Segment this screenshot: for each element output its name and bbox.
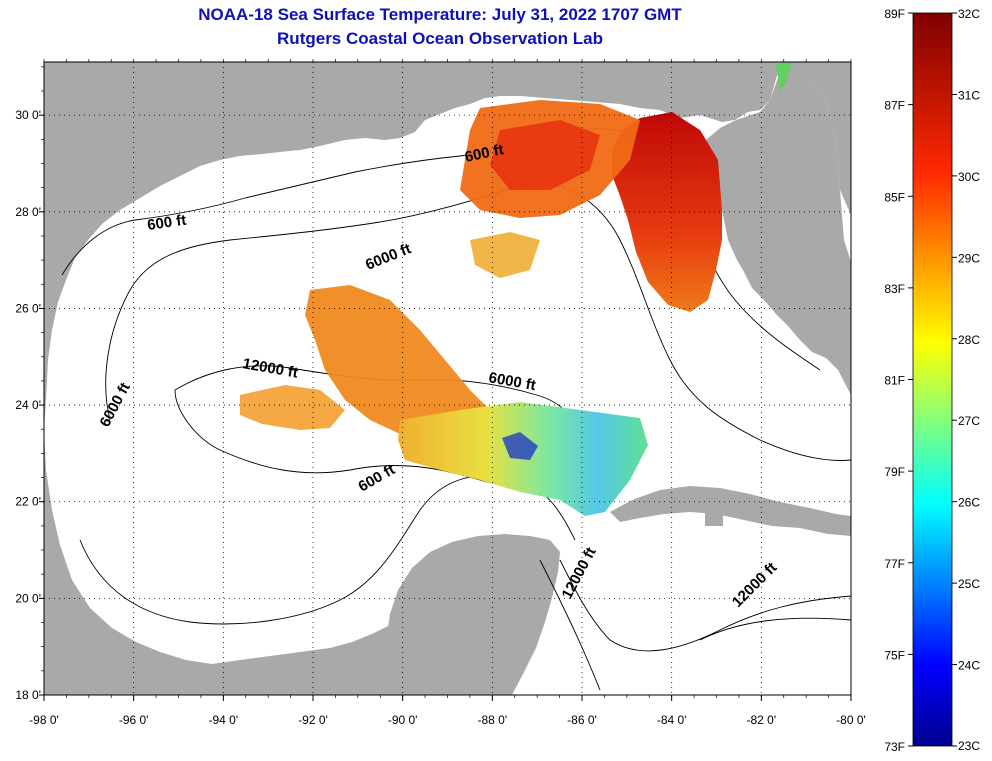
lon-tick-label: -86 0' <box>567 713 597 727</box>
lat-tick-label: 26 0' <box>15 301 41 315</box>
colorbar-c-label: 31C <box>958 88 980 102</box>
sst-patch-central-west <box>240 385 345 430</box>
colorbar-c-label: 30C <box>958 170 980 184</box>
colorbar-c-label: 26C <box>958 496 980 510</box>
colorbar-f-label: 77F <box>884 557 905 571</box>
map-subtitle: Rutgers Coastal Ocean Observation Lab <box>277 29 603 48</box>
colorbar-celsius-labels: 32C 31C 30C 29C 28C 27C 26C 25C 24C 23C <box>952 7 980 753</box>
sst-patch-top-green <box>776 62 792 92</box>
contour-label: 600 ft <box>146 212 187 234</box>
lon-tick-label: -94 0' <box>209 713 239 727</box>
colorbar-c-label: 24C <box>958 659 980 673</box>
lon-tick-label: -92 0' <box>298 713 328 727</box>
lat-tick-label: 28 0' <box>15 205 41 219</box>
lat-tick-label: 18 0' <box>15 688 41 702</box>
lat-tick-label: 22 0' <box>15 495 41 509</box>
colorbar <box>912 12 953 747</box>
lat-tick-label: 20 0' <box>15 591 41 605</box>
colorbar-f-label: 75F <box>884 648 905 662</box>
colorbar-f-label: 83F <box>884 282 905 296</box>
land-island <box>790 258 810 274</box>
sst-patch-north-central-hot <box>490 120 600 190</box>
land-yucatan <box>386 534 560 695</box>
sst-data <box>240 62 792 516</box>
longitude-labels: -98 0' -96 0' -94 0' -92 0' -90 0' -88 0' -86 … <box>29 713 866 727</box>
colorbar-f-label: 87F <box>884 99 905 113</box>
colorbar-f-label: 85F <box>884 190 905 204</box>
colorbar-f-label: 73F <box>884 740 905 754</box>
land-usa <box>44 62 851 430</box>
lat-lon-grid <box>39 59 852 701</box>
colorbar-c-label: 28C <box>958 333 980 347</box>
colorbar-f-label: 81F <box>884 374 905 388</box>
lon-tick-label: -96 0' <box>119 713 149 727</box>
contour-12000ft-east <box>559 559 851 652</box>
sst-strip-blue <box>502 432 538 460</box>
colorbar-c-label: 25C <box>958 577 980 591</box>
lon-tick-label: -82 0' <box>747 713 777 727</box>
colorbar-c-label: 29C <box>958 251 980 265</box>
lon-tick-label: -90 0' <box>388 713 418 727</box>
lon-tick-label: -80 0' <box>836 713 866 727</box>
colorbar-f-label: 79F <box>884 465 905 479</box>
map-title: NOAA-18 Sea Surface Temperature: July 31… <box>198 5 682 24</box>
colorbar-fahrenheit-labels: 89F 87F 85F 83F 81F 79F 77F 75F 73F <box>884 7 913 754</box>
sst-patch-northeast <box>612 112 722 312</box>
land-island <box>705 512 723 526</box>
lon-tick-label: -84 0' <box>657 713 687 727</box>
sst-patch-mid <box>470 232 540 278</box>
lat-tick-label: 24 0' <box>15 398 41 412</box>
land-cuba <box>610 486 851 536</box>
colorbar-c-label: 32C <box>958 7 980 21</box>
contour-6000ft-caribbean <box>539 559 851 691</box>
sst-patch-central <box>305 285 490 438</box>
lon-tick-label: -88 0' <box>478 713 508 727</box>
land-florida <box>706 72 851 395</box>
lat-tick-label: 30 0' <box>15 108 41 122</box>
colorbar-c-label: 23C <box>958 739 980 753</box>
lon-tick-label: -98 0' <box>29 713 59 727</box>
latitude-labels: 30 0' 28 0' 26 0' 24 0' 22 0' 20 0' 18 0' <box>15 108 41 702</box>
colorbar-f-label: 89F <box>884 7 905 21</box>
colorbar-c-label: 27C <box>958 414 980 428</box>
map-area <box>44 62 851 695</box>
